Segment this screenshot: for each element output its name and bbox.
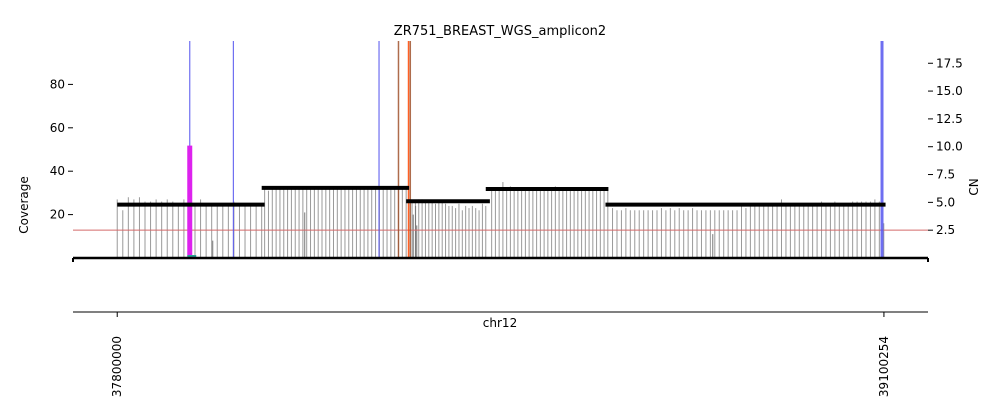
coverage-layer	[116, 182, 885, 258]
cn-axis: 2.5 5.0 7.5 10.0 12.5 15.0 17.5	[928, 56, 963, 237]
coverage-axis: 20 40 60 80	[50, 77, 73, 222]
position-tick-label: 37800000	[110, 336, 124, 397]
cn-tick-label: 7.5	[936, 168, 955, 182]
coverage-tick-label: 60	[50, 121, 65, 135]
coverage-dip-layer	[212, 205, 714, 258]
magenta-cn-bar	[187, 145, 193, 258]
cn-tick-label: 2.5	[936, 223, 955, 237]
cn-tick-label: 17.5	[936, 56, 963, 70]
cn-tick-label: 12.5	[936, 112, 963, 126]
chromosome-axis: 37800000 39100254	[73, 311, 928, 397]
coverage-tick-label: 20	[50, 208, 65, 222]
coverage-axis-label: Coverage	[17, 176, 31, 234]
cn-tick-label: 5.0	[936, 195, 955, 209]
cn-tick-label: 10.0	[936, 140, 963, 154]
coverage-tick-label: 40	[50, 164, 65, 178]
chart-title: ZR751_BREAST_WGS_amplicon2	[394, 24, 606, 39]
breakpoint-layer	[187, 41, 884, 258]
teal-marker	[187, 255, 197, 258]
chromosome-label: chr12	[483, 316, 517, 330]
cn-segment-layer	[117, 185, 886, 207]
coverage-tick-label: 80	[50, 77, 65, 91]
cn-tick-label: 15.0	[936, 84, 963, 98]
plot-baseline	[72, 256, 929, 262]
cn-axis-label: CN	[967, 178, 981, 195]
position-tick-label: 39100254	[877, 336, 891, 397]
